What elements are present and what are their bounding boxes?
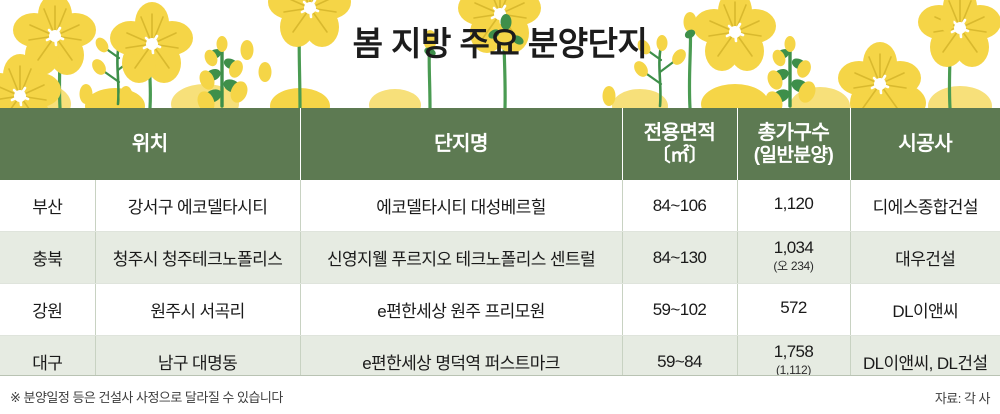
cell-households-general: (오 234) xyxy=(773,258,814,273)
column-header-households-label: 총가구수 xyxy=(757,121,830,144)
cell-region: 강원 xyxy=(0,283,96,336)
cell-location: 원주시 서곡리 xyxy=(95,283,301,336)
column-header-builder: 시공사 xyxy=(850,108,1000,180)
cell-households-total: 572 xyxy=(780,297,807,317)
table-row: 충북 청주시 청주테크노폴리스 신영지웰 푸르지오 테크노폴리스 센트럴 84~… xyxy=(0,231,1000,284)
footer-disclaimer: ※ 분양일정 등은 건설사 사정으로 달라질 수 있습니다 xyxy=(10,390,283,405)
cell-location: 청주시 청주테크노폴리스 xyxy=(95,231,301,284)
column-header-area: 전용면적 〔㎡〕 xyxy=(622,108,738,180)
cell-area: 84~130 xyxy=(622,231,738,284)
floral-banner: 봄 지방 주요 분양단지 xyxy=(0,0,1000,108)
column-header-complex-name: 단지명 xyxy=(300,108,623,180)
column-header-households-sub: (일반분양) xyxy=(753,144,834,166)
footer-source: 자료: 각 사 xyxy=(934,391,991,406)
cell-complex-name: e편한세상 원주 프리모원 xyxy=(300,283,623,336)
cell-region: 부산 xyxy=(0,180,96,232)
canola-flowers-illustration xyxy=(0,0,1000,108)
column-header-location: 위치 xyxy=(0,108,301,180)
cell-builder: DL이앤씨 xyxy=(850,283,1000,336)
listing-table-container: 위치 단지명 전용면적 〔㎡〕 총가구수 (일반분양) 시공사 부산 xyxy=(0,108,1000,387)
cell-complex-name: 에코델타시티 대성베르힐 xyxy=(300,180,623,232)
cell-households-total: 1,120 xyxy=(773,193,814,213)
cell-location: 강서구 에코델타시티 xyxy=(95,180,301,232)
cell-households: 572 xyxy=(737,283,851,336)
listing-table: 위치 단지명 전용면적 〔㎡〕 총가구수 (일반분양) 시공사 부산 xyxy=(0,108,1000,387)
cell-area: 59~102 xyxy=(622,283,738,336)
cell-households: 1,120 xyxy=(737,180,851,232)
cell-region: 충북 xyxy=(0,231,96,284)
table-row: 강원 원주시 서곡리 e편한세상 원주 프리모원 59~102 572 DL이앤… xyxy=(0,283,1000,336)
footer: ※ 분양일정 등은 건설사 사정으로 달라질 수 있습니다 자료: 각 사 xyxy=(0,375,1000,414)
cell-builder: 디에스종합건설 xyxy=(850,180,1000,232)
column-header-area-label: 전용면적 xyxy=(643,121,716,144)
column-header-households: 총가구수 (일반분양) xyxy=(737,108,851,180)
table-header-row: 위치 단지명 전용면적 〔㎡〕 총가구수 (일반분양) 시공사 xyxy=(0,108,1000,180)
cell-households-general: (1,112) xyxy=(775,362,812,377)
cell-complex-name: 신영지웰 푸르지오 테크노폴리스 센트럴 xyxy=(300,231,623,284)
cell-builder: 대우건설 xyxy=(850,231,1000,284)
cell-households-total: 1,034 xyxy=(773,238,814,258)
column-header-area-unit: 〔㎡〕 xyxy=(651,144,708,166)
page-title: 봄 지방 주요 분양단지 xyxy=(352,25,648,62)
cell-households: 1,034 (오 234) xyxy=(737,231,851,284)
table-body: 부산 강서구 에코델타시티 에코델타시티 대성베르힐 84~106 1,120 … xyxy=(0,180,1000,387)
cell-area: 84~106 xyxy=(622,180,738,232)
cell-households-total: 1,758 xyxy=(773,342,814,362)
table-row: 부산 강서구 에코델타시티 에코델타시티 대성베르힐 84~106 1,120 … xyxy=(0,180,1000,232)
